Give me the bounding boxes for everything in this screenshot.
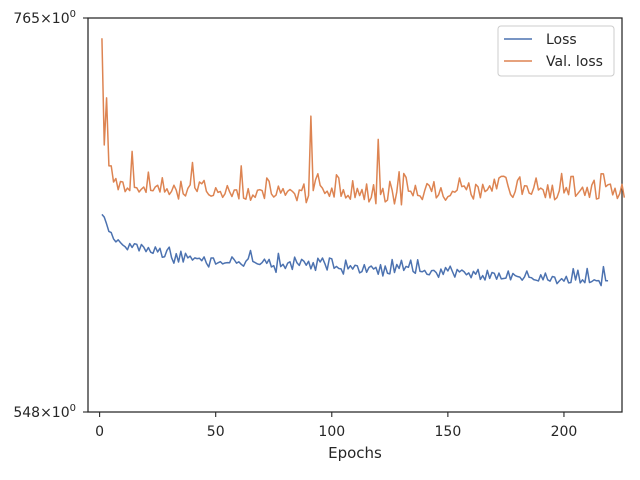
series-line-loss bbox=[101, 213, 609, 287]
series-line-val-loss bbox=[101, 38, 626, 206]
plot-area-border bbox=[87, 17, 623, 413]
x-tick-label: 50 bbox=[207, 424, 225, 440]
x-tick-label: 200 bbox=[551, 424, 578, 440]
axes-frame bbox=[87, 17, 623, 413]
legend-label: Val. loss bbox=[546, 54, 603, 70]
x-tick-label: 0 bbox=[95, 424, 104, 440]
y-axis-ticks: 765×100 548×100 bbox=[13, 9, 88, 421]
x-tick-label: 150 bbox=[435, 424, 462, 440]
y-tick-label: 765×100 bbox=[13, 9, 76, 27]
x-axis-label: Epochs bbox=[328, 444, 382, 462]
series-layer bbox=[101, 38, 626, 287]
legend: Loss Val. loss bbox=[497, 25, 615, 77]
x-axis-ticks: 0 50 100 150 200 bbox=[95, 412, 577, 440]
legend-label: Loss bbox=[546, 32, 577, 48]
y-tick-label: 548×100 bbox=[13, 403, 76, 421]
x-tick-label: 100 bbox=[318, 424, 345, 440]
